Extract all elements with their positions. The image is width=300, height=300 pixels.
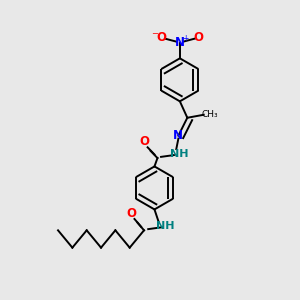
Text: O: O <box>127 207 136 220</box>
Text: NH: NH <box>170 148 188 159</box>
Text: N: N <box>173 129 183 142</box>
Text: CH₃: CH₃ <box>201 110 218 119</box>
Text: NH: NH <box>156 221 175 231</box>
Text: +: + <box>182 34 188 43</box>
Text: O: O <box>194 31 203 44</box>
Text: O: O <box>139 135 149 148</box>
Text: O: O <box>156 31 166 44</box>
Text: −: − <box>151 29 158 38</box>
Text: N: N <box>175 36 185 49</box>
